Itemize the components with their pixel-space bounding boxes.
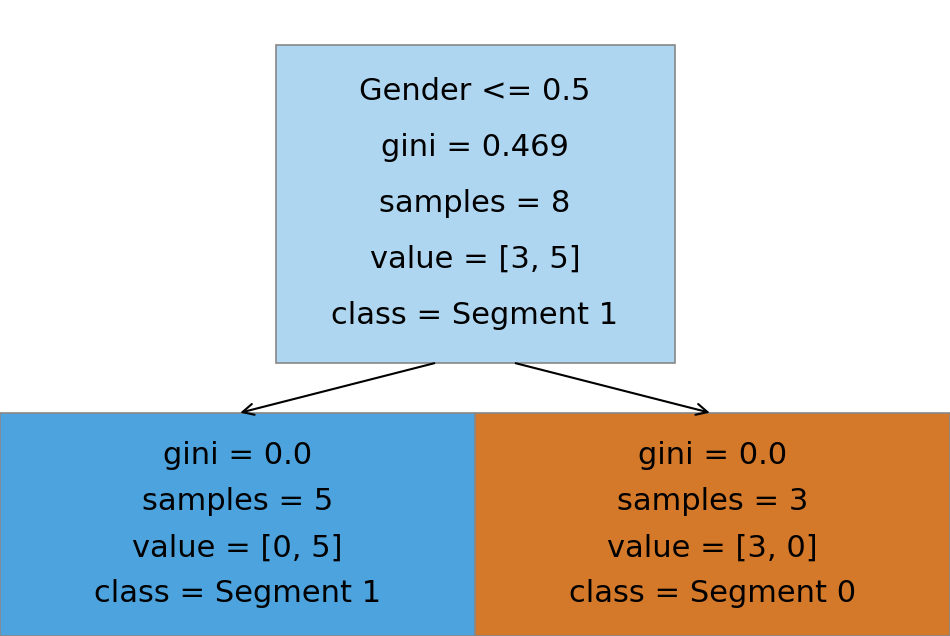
Text: value = [3, 0]: value = [3, 0]: [607, 533, 818, 562]
Text: samples = 5: samples = 5: [142, 487, 333, 516]
Text: Gender <= 0.5: Gender <= 0.5: [359, 77, 591, 106]
Text: samples = 8: samples = 8: [379, 189, 571, 218]
Text: class = Segment 1: class = Segment 1: [332, 301, 618, 330]
FancyBboxPatch shape: [475, 413, 950, 636]
Text: gini = 0.469: gini = 0.469: [381, 133, 569, 162]
Text: gini = 0.0: gini = 0.0: [638, 441, 787, 470]
Text: value = [0, 5]: value = [0, 5]: [132, 533, 343, 562]
Text: class = Segment 1: class = Segment 1: [94, 579, 381, 609]
FancyBboxPatch shape: [276, 45, 674, 363]
Text: samples = 3: samples = 3: [617, 487, 808, 516]
Text: gini = 0.0: gini = 0.0: [163, 441, 312, 470]
Text: value = [3, 5]: value = [3, 5]: [370, 245, 580, 274]
Text: class = Segment 0: class = Segment 0: [569, 579, 856, 609]
FancyBboxPatch shape: [0, 413, 475, 636]
